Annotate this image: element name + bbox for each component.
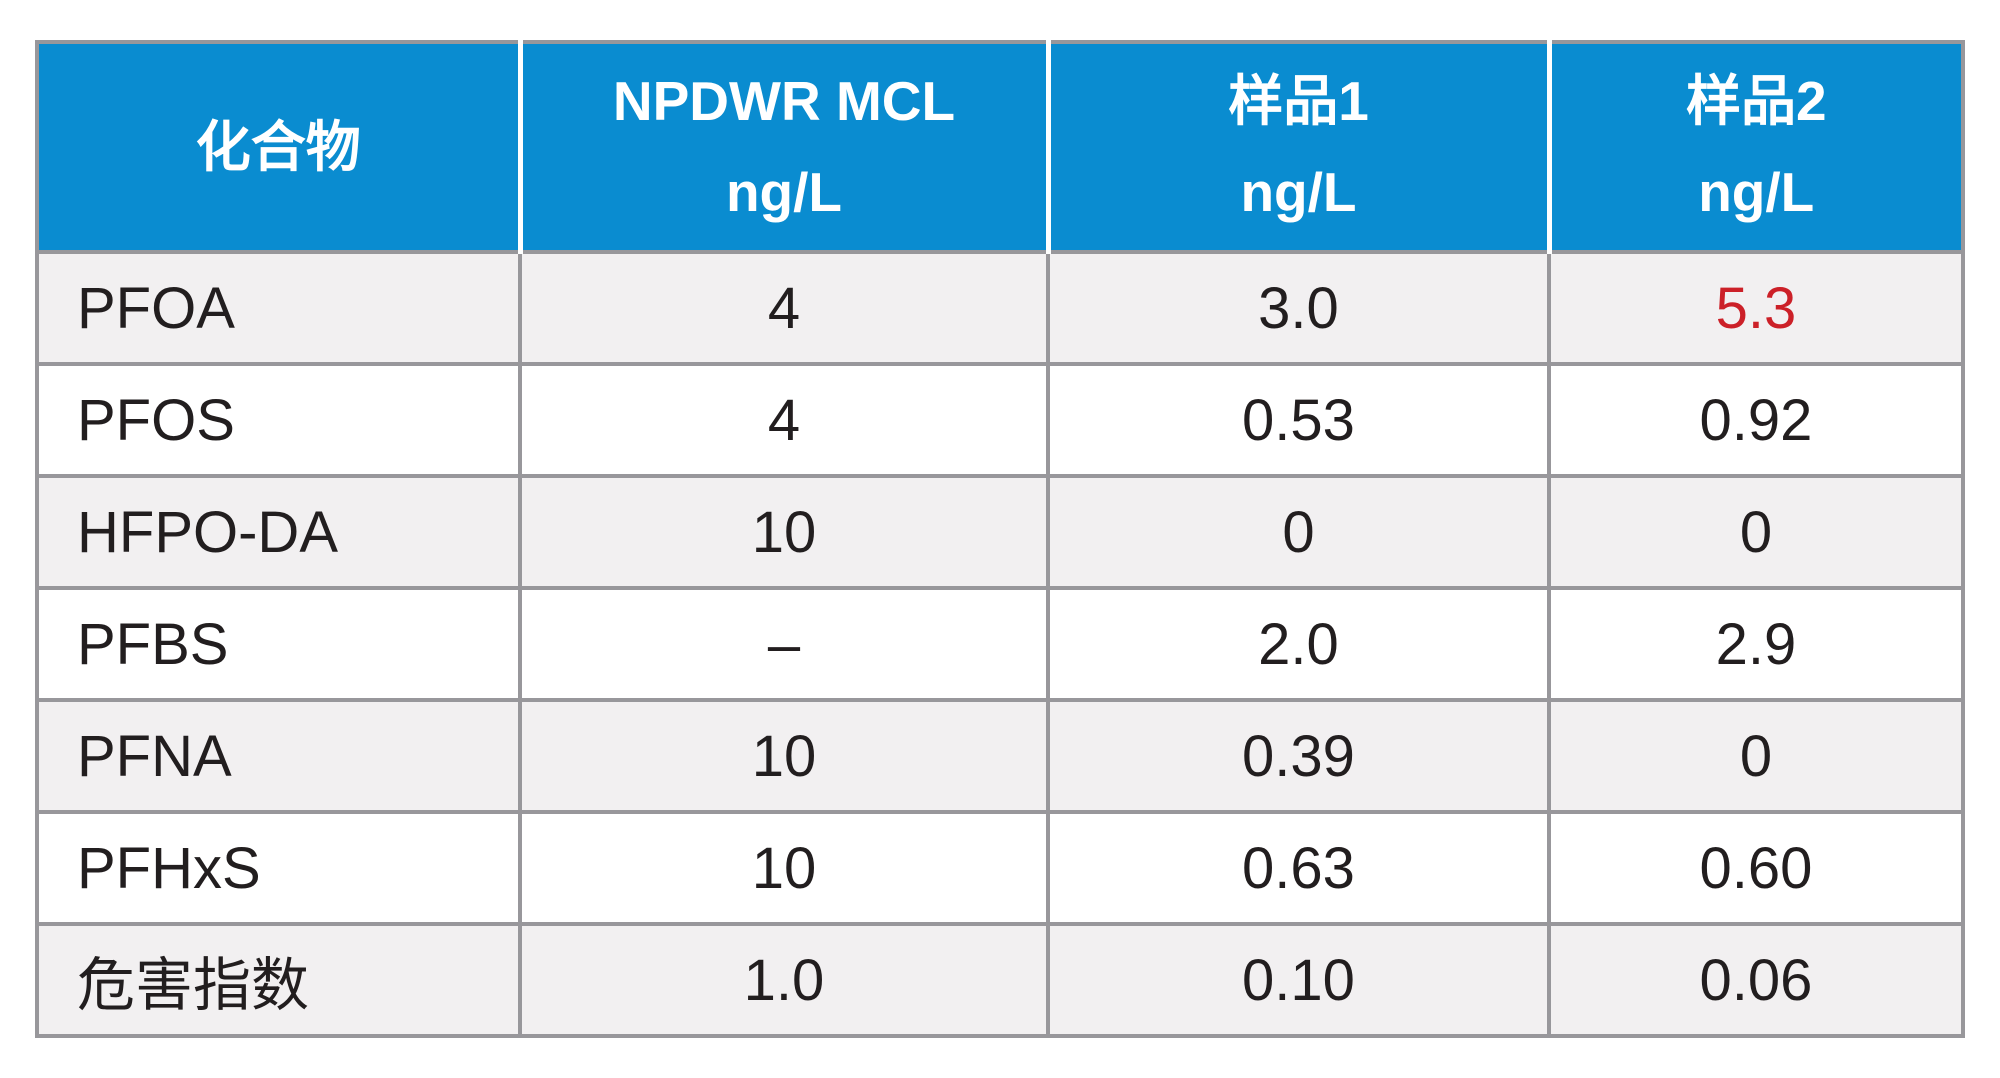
sample1-cell: 0.39 — [1046, 698, 1551, 814]
header-sample2-label: 样品2 — [1685, 70, 1827, 132]
compound-cell: HFPO-DA — [35, 474, 522, 590]
header-sample1-unit: ng/L — [1240, 161, 1357, 223]
header-compound: 化合物 — [37, 42, 520, 254]
table-row-pfos: PFOS 4 0.53 0.92 — [35, 362, 1965, 478]
mcl-cell: 10 — [518, 698, 1050, 814]
header-npdwr-mcl: NPDWR MCL ng/L — [517, 42, 1048, 254]
sample2-cell: 2.9 — [1547, 586, 1965, 702]
table-header: 化合物 NPDWR MCL ng/L 样品1 ng/L — [37, 42, 1963, 254]
sample1-cell: 0.10 — [1046, 922, 1551, 1038]
sample2-cell: 0 — [1547, 698, 1965, 814]
mcl-cell: – — [518, 586, 1050, 702]
pfas-results-table-container: 化合物 NPDWR MCL ng/L 样品1 ng/L — [35, 40, 1965, 1038]
table-row-pfhxs: PFHxS 10 0.63 0.60 — [35, 810, 1965, 926]
compound-cell: PFBS — [35, 586, 522, 702]
table-row-pfoa: PFOA 4 3.0 5.3 — [35, 250, 1965, 366]
compound-cell: 危害指数 — [35, 922, 522, 1038]
compound-cell: PFOS — [35, 362, 522, 478]
sample1-cell: 2.0 — [1046, 586, 1551, 702]
header-compound-label: 化合物 — [195, 115, 361, 178]
pfas-results-table: 化合物 NPDWR MCL ng/L 样品1 ng/L — [35, 40, 1965, 1038]
compound-cell: PFOA — [35, 250, 522, 366]
compound-cell: PFHxS — [35, 810, 522, 926]
table-body: PFOA 4 3.0 5.3 PFOS 4 0.53 0.92 HFPO-DA … — [35, 250, 1965, 1038]
sample1-cell: 0 — [1046, 474, 1551, 590]
sample2-cell: 0.60 — [1547, 810, 1965, 926]
header-sample1-label: 样品1 — [1228, 70, 1369, 132]
header-npdwr-mcl-label: NPDWR MCL — [612, 70, 956, 132]
compound-cell: PFNA — [35, 698, 522, 814]
header-row: 化合物 NPDWR MCL ng/L 样品1 ng/L — [37, 42, 1963, 254]
table-row-hfpo-da: HFPO-DA 10 0 0 — [35, 474, 1965, 590]
header-sample2: 样品2 ng/L — [1546, 42, 1963, 254]
mcl-cell: 1.0 — [518, 922, 1050, 1038]
mcl-cell: 4 — [518, 250, 1050, 366]
header-sample2-unit: ng/L — [1698, 161, 1815, 223]
table-row-pfbs: PFBS – 2.0 2.9 — [35, 586, 1965, 702]
sample2-cell: 0.06 — [1547, 922, 1965, 1038]
sample2-cell: 0.92 — [1547, 362, 1965, 478]
mcl-cell: 4 — [518, 362, 1050, 478]
table-row-hazard-index: 危害指数 1.0 0.10 0.06 — [35, 922, 1965, 1038]
sample1-cell: 3.0 — [1046, 250, 1551, 366]
header-sample1: 样品1 ng/L — [1045, 42, 1549, 254]
sample1-cell: 0.63 — [1046, 810, 1551, 926]
mcl-cell: 10 — [518, 474, 1050, 590]
sample1-cell: 0.53 — [1046, 362, 1551, 478]
sample2-cell-exceeds: 5.3 — [1547, 250, 1965, 366]
header-npdwr-mcl-unit: ng/L — [725, 161, 843, 223]
table-row-pfna: PFNA 10 0.39 0 — [35, 698, 1965, 814]
mcl-cell: 10 — [518, 810, 1050, 926]
sample2-cell: 0 — [1547, 474, 1965, 590]
